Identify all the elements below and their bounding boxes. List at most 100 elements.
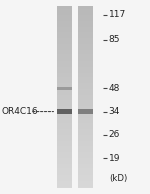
Bar bbox=[57, 130, 72, 132]
Bar bbox=[78, 30, 93, 32]
Bar bbox=[57, 15, 72, 16]
Bar bbox=[57, 144, 72, 146]
Bar bbox=[57, 24, 72, 26]
Bar bbox=[78, 85, 93, 86]
Bar bbox=[78, 167, 93, 168]
Bar bbox=[57, 56, 72, 57]
Bar bbox=[78, 141, 93, 143]
Bar bbox=[57, 21, 72, 23]
Bar bbox=[78, 126, 93, 127]
Bar bbox=[57, 29, 72, 30]
Bar bbox=[57, 51, 72, 53]
Bar bbox=[78, 53, 93, 55]
Bar bbox=[57, 10, 72, 12]
Bar bbox=[57, 146, 72, 147]
Bar bbox=[57, 158, 72, 159]
Bar bbox=[78, 173, 93, 175]
Bar bbox=[57, 39, 72, 41]
Bar bbox=[57, 67, 72, 68]
Bar bbox=[57, 149, 72, 150]
Bar bbox=[57, 64, 72, 65]
Bar bbox=[57, 80, 72, 82]
Text: 26: 26 bbox=[109, 130, 120, 139]
Bar bbox=[78, 137, 93, 138]
Bar bbox=[57, 114, 72, 115]
Bar bbox=[78, 59, 93, 61]
Bar bbox=[57, 126, 72, 127]
Bar bbox=[78, 120, 93, 121]
Bar bbox=[78, 152, 93, 153]
Bar bbox=[57, 147, 72, 149]
Bar bbox=[78, 99, 93, 100]
Bar bbox=[57, 137, 72, 138]
Bar bbox=[78, 129, 93, 130]
Bar bbox=[78, 21, 93, 23]
Bar bbox=[78, 168, 93, 170]
Bar bbox=[57, 89, 72, 91]
Text: 19: 19 bbox=[109, 154, 120, 163]
Bar bbox=[57, 57, 72, 59]
Bar bbox=[78, 115, 93, 117]
Bar bbox=[57, 45, 72, 47]
Bar bbox=[78, 138, 93, 139]
Bar bbox=[78, 149, 93, 150]
Bar bbox=[78, 74, 93, 76]
Bar bbox=[78, 10, 93, 12]
Bar bbox=[78, 92, 93, 94]
Bar bbox=[78, 164, 93, 165]
Bar bbox=[57, 35, 72, 36]
Bar bbox=[78, 62, 93, 64]
Bar bbox=[78, 161, 93, 162]
Bar bbox=[57, 91, 72, 93]
Bar bbox=[57, 179, 72, 181]
Bar bbox=[57, 108, 72, 109]
Bar bbox=[57, 47, 72, 48]
Bar bbox=[78, 184, 93, 185]
Bar bbox=[78, 50, 93, 51]
Bar bbox=[78, 51, 93, 53]
Bar bbox=[57, 132, 72, 133]
Bar bbox=[78, 76, 93, 77]
Bar bbox=[78, 150, 93, 152]
Bar bbox=[78, 153, 93, 155]
Bar bbox=[78, 33, 93, 35]
Bar bbox=[78, 55, 93, 56]
Bar bbox=[78, 133, 93, 135]
Bar bbox=[78, 13, 93, 15]
Bar bbox=[78, 165, 93, 167]
Bar bbox=[57, 20, 72, 21]
Bar bbox=[57, 85, 72, 86]
Bar bbox=[57, 9, 72, 10]
Bar bbox=[78, 162, 93, 164]
Bar bbox=[78, 82, 93, 83]
Bar bbox=[57, 121, 72, 123]
Bar bbox=[57, 115, 72, 117]
Bar bbox=[57, 184, 72, 185]
Bar bbox=[57, 181, 72, 182]
Bar bbox=[57, 182, 72, 184]
Bar bbox=[78, 156, 93, 158]
Bar bbox=[57, 102, 72, 103]
Bar bbox=[57, 109, 72, 114]
Bar bbox=[57, 65, 72, 67]
Bar bbox=[57, 62, 72, 64]
Bar bbox=[78, 41, 93, 42]
Bar bbox=[78, 123, 93, 124]
Text: 34: 34 bbox=[109, 107, 120, 116]
Bar bbox=[57, 153, 72, 155]
Bar bbox=[57, 105, 72, 106]
Bar bbox=[78, 26, 93, 27]
Bar bbox=[78, 176, 93, 178]
Bar bbox=[78, 112, 93, 114]
Bar bbox=[57, 187, 72, 188]
Bar bbox=[57, 6, 72, 7]
Bar bbox=[78, 121, 93, 123]
Bar bbox=[57, 94, 72, 95]
Bar bbox=[78, 65, 93, 67]
Bar bbox=[78, 139, 93, 141]
Bar bbox=[78, 170, 93, 171]
Bar bbox=[57, 150, 72, 152]
Bar bbox=[78, 102, 93, 103]
Bar bbox=[78, 97, 93, 99]
Bar bbox=[78, 83, 93, 85]
